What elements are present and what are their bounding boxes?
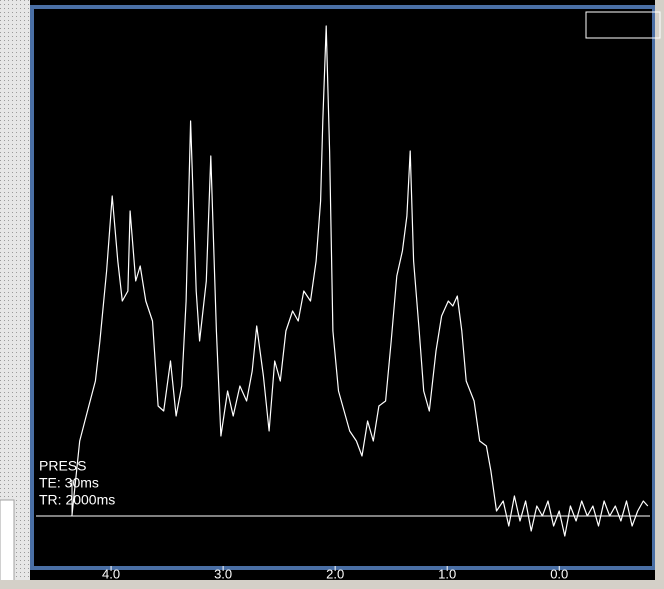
label-box bbox=[585, 11, 661, 39]
side-panel bbox=[0, 0, 30, 589]
spectrum-line bbox=[71, 25, 649, 537]
tr-label: TR: 2000ms bbox=[39, 492, 115, 508]
x-tick-label: 2.0 bbox=[326, 566, 344, 581]
x-tick-label: 4.0 bbox=[102, 566, 120, 581]
plot-frame bbox=[30, 5, 656, 570]
plot-background bbox=[30, 0, 664, 589]
x-tick-label: 3.0 bbox=[214, 566, 232, 581]
side-widget bbox=[0, 499, 15, 589]
sequence-label: PRESS bbox=[39, 458, 86, 474]
bottom-bar bbox=[0, 580, 664, 589]
x-tick-label: 1.0 bbox=[438, 566, 456, 581]
te-label: TE: 30ms bbox=[39, 475, 99, 491]
x-tick-label: 0.0 bbox=[550, 566, 568, 581]
right-edge bbox=[655, 0, 664, 589]
